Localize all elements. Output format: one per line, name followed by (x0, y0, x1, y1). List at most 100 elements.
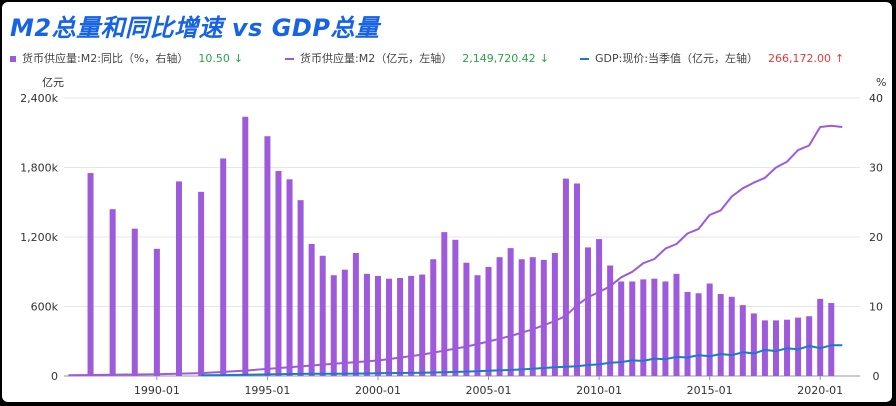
left-axis-unit: 亿元 (42, 76, 64, 89)
x-tick-label: 2000-01 (355, 384, 401, 397)
bar-m2-yoy (463, 262, 470, 376)
bar-m2-yoy (242, 116, 249, 376)
bar-m2-yoy (363, 273, 370, 376)
left-tick-label: 1,800k (20, 162, 58, 175)
bar-m2-yoy (131, 228, 138, 376)
bar-m2-yoy (529, 257, 536, 376)
bar-m2-yoy (352, 252, 359, 376)
bar-m2-yoy (452, 239, 459, 376)
bar-m2-yoy (374, 275, 381, 376)
bar-m2-yoy (706, 283, 713, 376)
bar-m2-yoy (485, 266, 492, 376)
legend-value: 2,149,720.42 (462, 52, 536, 65)
bar-m2-yoy (109, 209, 116, 376)
bar-m2-yoy (772, 320, 779, 376)
bar-m2-yoy (728, 296, 735, 376)
right-tick-label: 20 (869, 231, 883, 244)
bar-m2-yoy (507, 248, 514, 376)
bar-m2-yoy (175, 181, 182, 376)
legend-item-m2-yoy[interactable]: 货币供应量:M2:同比（%，右轴） 10.50 ↓ (10, 50, 243, 66)
line-m2-total (68, 124, 843, 377)
legend-swatch-m2-yoy (10, 56, 16, 62)
right-tick-label: 30 (869, 162, 883, 175)
bar-m2-yoy (308, 243, 315, 376)
bar-m2-yoy (551, 252, 558, 376)
right-tick-label: 0 (873, 370, 880, 383)
bar-m2-yoy (198, 191, 205, 376)
bar-m2-yoy (817, 298, 824, 376)
legend-label: GDP:现价:当季值（亿元，左轴） (595, 52, 759, 65)
x-axis-ticks: 1990-01 1995-01 2000-01 2005-01 2010-01 2015-… (134, 376, 843, 397)
legend-value: 10.50 (198, 52, 230, 65)
x-tick-label: 2020-01 (797, 384, 843, 397)
bar-m2-yoy (153, 248, 160, 376)
chart-title: M2总量和同比增速 vs GDP总量 (10, 14, 380, 42)
right-tick-label: 40 (869, 92, 883, 105)
bar-m2-yoy (695, 293, 702, 376)
bar-m2-yoy (761, 320, 768, 376)
bar-m2-yoy (87, 173, 94, 376)
bar-m2-yoy (607, 265, 614, 376)
bar-m2-yoy (673, 273, 680, 376)
bar-m2-yoy (441, 232, 448, 376)
grid-lines (64, 97, 860, 377)
bar-m2-yoy (640, 279, 647, 376)
bar-m2-yoy (585, 247, 592, 376)
bar-m2-yoy (662, 281, 669, 376)
bar-m2-yoy (297, 200, 304, 376)
bar-m2-yoy (518, 259, 525, 376)
bar-m2-yoy (430, 259, 437, 376)
legend-item-m2-total[interactable]: 货币供应量:M2（亿元，左轴） 2,149,720.42 ↓ (285, 50, 549, 66)
bar-m2-yoy (717, 293, 724, 376)
bar-m2-yoy (286, 179, 293, 376)
legend-label: 货币供应量:M2:同比（%，右轴） (22, 52, 189, 65)
right-tick-label: 10 (869, 301, 883, 314)
line-gdp (201, 344, 843, 377)
bar-m2-yoy (750, 313, 757, 376)
arrow-down-icon: ↓ (233, 52, 244, 65)
right-axis-unit: % (876, 76, 886, 89)
bar-m2-yoy (562, 178, 569, 376)
x-tick-label: 2010-01 (576, 384, 622, 397)
left-tick-label: 2,400k (20, 92, 58, 105)
arrow-down-icon: ↓ (539, 52, 549, 65)
bar-m2-yoy (386, 278, 393, 376)
bar-m2-yoy (419, 274, 426, 376)
bar-m2-yoy (330, 275, 337, 376)
bar-m2-yoy (540, 259, 547, 376)
bar-m2-yoy (408, 275, 415, 376)
bar-m2-yoy (739, 305, 746, 376)
bar-m2-yoy (795, 317, 802, 376)
legend-item-gdp[interactable]: GDP:现价:当季值（亿元，左轴） 266,172.00 ↑ (580, 50, 844, 66)
bar-m2-yoy (618, 281, 625, 376)
left-tick-label: 0 (51, 370, 58, 383)
right-axis-ticks: 0 10 20 30 40 (869, 92, 883, 383)
bar-m2-yoy (596, 239, 603, 376)
bar-m2-yoy (629, 281, 636, 376)
legend-value: 266,172.00 (768, 52, 832, 65)
x-tick-label: 2005-01 (466, 384, 512, 397)
bar-m2-yoy (397, 278, 404, 376)
legend-swatch-m2-total (285, 58, 294, 60)
bar-series-m2-yoy (87, 116, 835, 376)
legend-label: 货币供应量:M2（亿元，左轴） (300, 52, 453, 65)
bar-m2-yoy (264, 136, 271, 376)
x-tick-label: 2015-01 (687, 384, 733, 397)
x-tick-label: 1995-01 (244, 384, 290, 397)
bar-m2-yoy (275, 170, 282, 376)
bar-m2-yoy (474, 275, 481, 376)
left-tick-label: 600k (31, 301, 59, 314)
bar-m2-yoy (573, 183, 580, 376)
bar-m2-yoy (496, 257, 503, 376)
arrow-up-icon: ↑ (835, 52, 845, 65)
line-series (68, 124, 843, 377)
x-tick-label: 1990-01 (134, 384, 180, 397)
legend-swatch-gdp (580, 58, 589, 60)
bar-m2-yoy (220, 158, 227, 376)
bar-m2-yoy (319, 255, 326, 376)
bar-m2-yoy (651, 278, 658, 376)
bar-m2-yoy (828, 303, 835, 376)
bar-m2-yoy (684, 291, 691, 376)
left-axis-ticks: 0 600k 1,200k 1,800k 2,400k (20, 92, 58, 383)
